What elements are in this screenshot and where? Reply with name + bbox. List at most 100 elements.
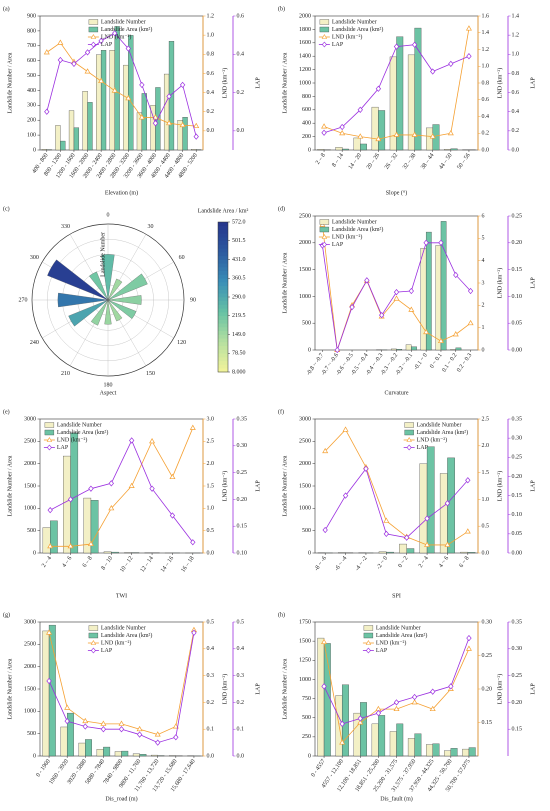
colorbar-strip [218, 274, 228, 279]
lnd-marker [179, 121, 186, 128]
legend-swatch [404, 429, 414, 436]
colorbar-strip [218, 248, 228, 253]
y-tick-label: 3000 [299, 416, 311, 422]
bar [462, 748, 470, 757]
y3-tick-label: 0.35 [512, 619, 523, 625]
x-tick-label: 10 – 12 [119, 555, 134, 573]
legend-swatch [88, 625, 99, 631]
y3-tick-label: 0.2 [512, 128, 520, 134]
y2-tick-label: 0.6 [482, 97, 490, 103]
lap-marker [357, 715, 363, 722]
lap-marker [339, 720, 345, 727]
lap-marker [71, 60, 77, 67]
y-tick-label: 600 [302, 107, 311, 113]
y-tick-label: 400 [27, 88, 36, 94]
y-tick-label: 1600 [299, 40, 311, 46]
legend-label: LND (km⁻²) [376, 639, 406, 646]
lap-marker [166, 93, 172, 100]
colorbar-tick-label: 219.5 [232, 313, 246, 319]
y-tick-label: 2500 [24, 439, 36, 445]
lnd-marker [322, 447, 329, 454]
lap-marker [190, 539, 196, 546]
lap-marker [98, 37, 104, 45]
x-tick-label: 38 – 44 [420, 152, 435, 170]
lnd-marker [87, 540, 94, 547]
lnd-marker [46, 629, 53, 635]
y-tick-label: 1500 [24, 483, 36, 489]
lnd-marker [467, 319, 474, 326]
legend-marker [406, 444, 412, 451]
lnd-marker [342, 426, 349, 432]
y-tick-label: 1000 [299, 80, 311, 86]
bar [341, 148, 349, 151]
x-axis-label: Aspect [100, 390, 117, 396]
angle-tick-label: 0 [107, 212, 110, 218]
y-tick-label: 500 [27, 731, 36, 737]
polar-bar [107, 299, 137, 319]
polar-bar [57, 292, 109, 308]
legend-label: LND (km⁻²) [57, 436, 87, 443]
colorbar-strip [218, 334, 228, 339]
lap-marker [430, 68, 436, 75]
legend-marker [90, 647, 96, 654]
bar [123, 64, 129, 151]
x-axis-label: Curvature [385, 390, 409, 396]
y2-tick-label: 1.0 [207, 33, 215, 39]
legend-label: LAP [101, 648, 113, 654]
y-axis-label: Landslide Number / Area [282, 52, 288, 113]
lap-marker [44, 108, 50, 115]
y-tick-label: 2000 [299, 240, 311, 246]
angle-tick-label: 180 [104, 382, 113, 388]
y2-tick-label: 1.2 [207, 13, 215, 19]
bar [447, 457, 455, 554]
polar-bar [107, 299, 123, 322]
angle-tick-label: 330 [61, 224, 70, 230]
y3-tick-label: 0.6 [237, 13, 245, 19]
panel-label: (d) [278, 205, 285, 212]
y2-tick-label: 0.0 [207, 753, 215, 759]
x-tick-label: -2 ~ 0 [376, 555, 389, 570]
colorbar-tick-label: 360.5 [232, 276, 246, 282]
legend-marker [321, 233, 328, 239]
y2-tick-label: 0.5 [482, 524, 490, 530]
lnd-marker [169, 473, 176, 480]
lap-marker [466, 53, 472, 60]
lap-marker [100, 726, 107, 733]
bar [439, 473, 448, 554]
polar-bar [107, 295, 142, 305]
colorbar-strip [218, 233, 228, 238]
legend-label: Landslide Area (km²) [101, 632, 152, 639]
lnd-marker [444, 541, 451, 547]
legend-label: Landslide Area (km²) [417, 429, 468, 436]
legend-label: LND (km⁻²) [332, 233, 362, 240]
y-tick-label: 700 [27, 43, 36, 49]
lap-marker [466, 634, 472, 642]
x-tick-label: 8 – 10 [101, 555, 115, 571]
legend-swatch [44, 429, 55, 436]
y-tick-label: 1750 [299, 619, 311, 625]
y-tick-label: 2000 [299, 13, 311, 19]
bar [63, 455, 71, 554]
lnd-marker [152, 114, 159, 120]
colorbar-strip [218, 289, 228, 294]
polar-bar [107, 273, 148, 301]
bar [419, 463, 428, 554]
lap-marker [125, 45, 131, 52]
lap-marker [379, 312, 385, 319]
colorbar-strip [218, 255, 228, 260]
legend-label: LND (km⁻²) [417, 436, 447, 443]
y-tick-label: 2000 [299, 461, 311, 467]
y3-tick-label: 0.10 [237, 550, 248, 556]
colorbar-strip [218, 222, 228, 227]
x-axis-label: Slope (°) [386, 189, 408, 196]
series-line [324, 429, 469, 546]
bar [450, 748, 458, 757]
lnd-marker [125, 95, 132, 101]
y2-axis-label: LND (km⁻²) [221, 674, 228, 704]
y-tick-label: 400 [302, 121, 311, 127]
y3-tick-label: 0.05 [512, 321, 523, 327]
y2-tick-label: 1.2 [482, 47, 490, 53]
colorbar-strip [218, 345, 228, 350]
legend-label: Landslide Number [57, 422, 102, 428]
y3-axis-label: LAP [530, 77, 536, 89]
